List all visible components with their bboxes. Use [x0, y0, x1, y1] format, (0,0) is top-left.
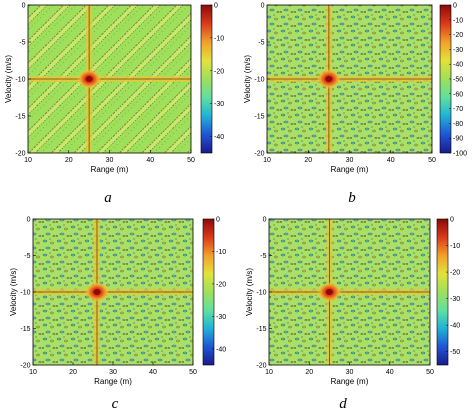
- colorbar-tick-label: 0: [216, 217, 220, 224]
- colorbar-tick-label: 0: [214, 3, 218, 10]
- x-tick-label: 20: [65, 157, 73, 164]
- peak-marker: [325, 289, 333, 295]
- y-axis-label: Velocity (m/s): [243, 55, 252, 103]
- colorbar-tick-label: -30: [450, 296, 460, 303]
- y-axis-label: Velocity (m/s): [245, 268, 254, 316]
- y-tick-label: -20: [20, 363, 30, 370]
- colorbar-tick-label: -30: [214, 101, 224, 108]
- y-tick-label: 0: [263, 217, 267, 224]
- colorbar-tick-label: -40: [214, 134, 224, 141]
- y-tick-label: -20: [254, 151, 264, 158]
- x-tick-label: 40: [387, 157, 395, 164]
- panel-b: 10 20 30 40 50 0 -5 -10 -15 -20 Range (m) Velocity …: [243, 3, 467, 207]
- colorbar-tick-label: -70: [453, 106, 463, 113]
- heatmap-plot-area: [33, 219, 193, 365]
- colorbar: 0 -10 -20 -30 -40: [200, 3, 224, 154]
- colorbar-tick-label: -20: [450, 270, 460, 277]
- colorbar-tick-label: -10: [453, 17, 463, 24]
- colorbar: 0 -10 -20 -30 -40 -50 -60 -70 -80 -90 -100: [439, 3, 467, 158]
- panel-d: 10 20 30 40 50 0 -5 -10 -15 -20 Range (m) Velocity …: [245, 217, 460, 411]
- panel-label: a: [104, 190, 112, 206]
- colorbar-tick-label: -40: [453, 62, 463, 69]
- colorbar-tick-label: -50: [453, 77, 463, 84]
- x-tick-label: 20: [304, 157, 312, 164]
- x-tick-label: 10: [265, 369, 273, 376]
- colorbar-tick-label: -30: [453, 47, 463, 54]
- peak-marker: [93, 289, 101, 295]
- x-tick-label: 20: [305, 369, 313, 376]
- y-tick-label: -10: [20, 290, 30, 297]
- y-tick-label: -20: [15, 151, 25, 158]
- x-tick-label: 50: [428, 157, 436, 164]
- x-tick-label: 50: [187, 157, 195, 164]
- heatmap-plot-area: [28, 5, 191, 153]
- colorbar-tick-label: -80: [453, 121, 463, 128]
- y-tick-label: -15: [256, 326, 266, 333]
- x-tick-label: 40: [386, 369, 394, 376]
- colorbar-tick-label: -40: [216, 346, 226, 353]
- colorbar-tick-label: -20: [216, 281, 226, 288]
- x-tick-label: 40: [149, 369, 157, 376]
- colorbar-scale: [436, 218, 449, 366]
- colorbar-tick-label: 0: [450, 217, 454, 224]
- x-tick-label: 10: [24, 157, 32, 164]
- colorbar-tick-label: -30: [216, 314, 226, 321]
- x-tick-label: 10: [29, 369, 37, 376]
- y-axis-label: Velocity (m/s): [9, 268, 18, 316]
- x-tick-label: 50: [189, 369, 197, 376]
- x-axis-label: Range (m): [91, 165, 129, 174]
- y-tick-label: -10: [254, 77, 264, 84]
- colorbar-tick-label: -20: [214, 68, 224, 75]
- peak-marker: [325, 76, 333, 82]
- panel-c: 10 20 30 40 50 0 -5 -10 -15 -20 Range (m) Velocity …: [9, 217, 226, 411]
- y-tick-label: -20: [256, 363, 266, 370]
- colorbar-scale: [202, 218, 215, 366]
- y-tick-label: -10: [256, 290, 266, 297]
- x-axis-label: Range (m): [331, 377, 369, 386]
- colorbar-tick-label: -60: [453, 91, 463, 98]
- y-tick-label: -10: [15, 77, 25, 84]
- colorbar-tick-label: -90: [453, 136, 463, 143]
- colorbar-tick-label: -10: [214, 35, 224, 42]
- colorbar-tick-label: 0: [453, 3, 457, 10]
- y-tick-label: -15: [254, 114, 264, 121]
- heatmap-plot-area: [267, 5, 432, 153]
- colorbar-tick-label: -20: [453, 32, 463, 39]
- x-tick-label: 30: [106, 157, 114, 164]
- x-tick-label: 30: [346, 369, 354, 376]
- colorbar-scale: [200, 4, 213, 154]
- y-tick-label: -5: [260, 253, 266, 260]
- x-tick-label: 50: [426, 369, 434, 376]
- panel-label: b: [348, 190, 356, 206]
- panel-label: d: [339, 396, 347, 411]
- y-tick-label: 0: [22, 3, 26, 10]
- panel-label: c: [112, 396, 119, 411]
- y-tick-label: 0: [27, 217, 31, 224]
- colorbar-tick-label: -50: [450, 349, 460, 356]
- colorbar-tick-label: -10: [216, 249, 226, 256]
- colorbar: 0 -10 -20 -30 -40 -50: [436, 217, 460, 366]
- y-tick-label: -5: [24, 253, 30, 260]
- x-tick-label: 30: [109, 369, 117, 376]
- y-axis-label: Velocity (m/s): [4, 55, 13, 103]
- y-tick-label: -15: [15, 114, 25, 121]
- x-tick-label: 30: [346, 157, 354, 164]
- panel-a: 10 20 30 40 50 0 -5 -10 -15 -20 Range (m) Velocity …: [4, 3, 224, 207]
- heatmap-plot-area: [269, 219, 430, 365]
- x-axis-label: Range (m): [94, 377, 132, 386]
- y-tick-label: -5: [19, 40, 25, 47]
- colorbar: 0 -10 -20 -30 -40: [202, 217, 226, 366]
- y-tick-label: -5: [258, 40, 264, 47]
- colorbar-tick-label: -40: [450, 323, 460, 330]
- x-axis-label: Range (m): [331, 165, 369, 174]
- y-tick-label: -15: [20, 326, 30, 333]
- y-tick-label: 0: [261, 3, 265, 10]
- colorbar-tick-label: -10: [450, 243, 460, 250]
- colorbar-tick-label: -100: [453, 151, 467, 158]
- x-tick-label: 40: [146, 157, 154, 164]
- peak-marker: [85, 76, 93, 82]
- x-tick-label: 20: [69, 369, 77, 376]
- x-tick-label: 10: [263, 157, 271, 164]
